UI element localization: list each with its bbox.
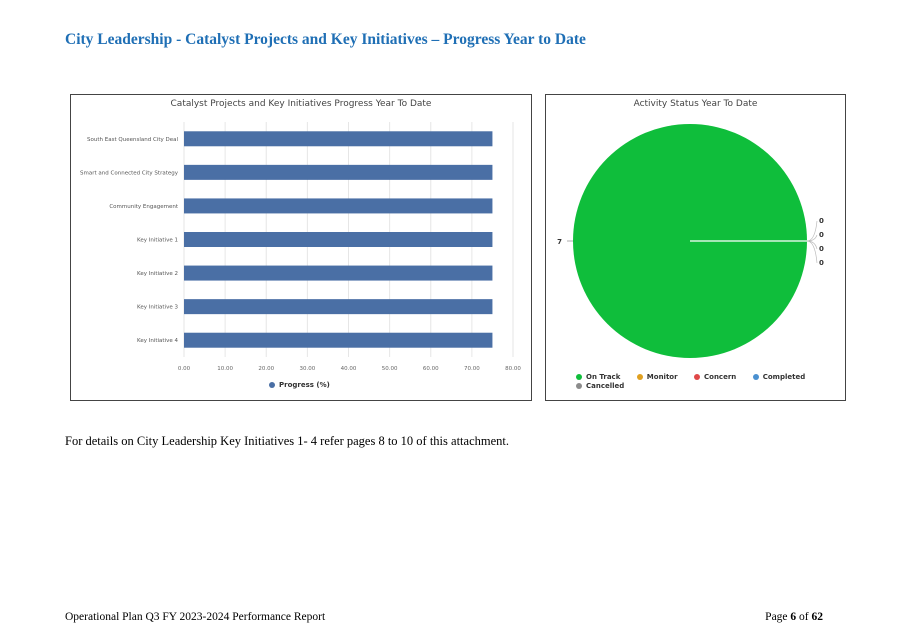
progress-bar — [184, 198, 493, 214]
y-category-label: Key Initiative 2 — [137, 271, 178, 277]
progress-bar — [184, 265, 493, 281]
progress-bar-chart-panel: Catalyst Projects and Key Initiatives Pr… — [70, 94, 532, 401]
footer-page-number: Page 6 of 62 — [765, 611, 823, 623]
y-category-label: Smart and Connected City Strategy — [80, 170, 179, 176]
x-tick-label: 60.00 — [423, 366, 439, 372]
progress-bar-chart: 0.00 10.00 20.00 30.00 40.00 50.00 60.00 70.00 8… — [80, 122, 521, 372]
y-category-label: Key Initiative 4 — [137, 338, 178, 344]
x-tick-label: 70.00 — [464, 366, 480, 372]
progress-bar — [184, 299, 493, 315]
legend-item-cancelled: Cancelled — [576, 382, 624, 390]
data-label-monitor: 0 — [819, 217, 824, 225]
x-tick-label: 80.00 — [505, 366, 521, 372]
progress-bar — [184, 164, 493, 180]
legend-swatch-progress — [269, 382, 275, 388]
progress-bar — [184, 232, 493, 247]
data-label-cancelled: 0 — [819, 259, 824, 267]
y-category-label: Key Initiative 3 — [137, 305, 178, 311]
progress-bar — [184, 131, 493, 147]
data-label-connector — [806, 240, 818, 264]
data-label-completed: 0 — [819, 245, 824, 253]
bar-chart-legend: Progress (%) — [269, 381, 330, 389]
legend-item-on-track: On Track — [576, 373, 620, 381]
y-category-label: Key Initiative 1 — [137, 238, 178, 244]
data-label-on-track: 7 — [557, 238, 562, 246]
legend-label-progress: Progress (%) — [279, 381, 330, 389]
x-tick-label: 0.00 — [178, 366, 191, 372]
activity-status-pie-panel: Activity Status Year To Date 7 0 0 0 0 On Tr… — [545, 94, 846, 401]
bar-chart-title: Catalyst Projects and Key Initiatives Pr… — [170, 99, 432, 109]
x-tick-label: 30.00 — [300, 366, 316, 372]
y-category-label: Community Engagement — [109, 204, 179, 210]
legend-item-completed: Completed — [752, 373, 805, 381]
pie-chart-title: Activity Status Year To Date — [633, 99, 758, 109]
page-heading: City Leadership - Catalyst Projects and … — [65, 31, 586, 48]
pie-chart-legend: On Track Monitor Concern Completed — [576, 373, 819, 381]
data-label-connector — [806, 240, 818, 250]
footer-report-title: Operational Plan Q3 FY 2023-2024 Perform… — [65, 611, 326, 623]
legend-item-monitor: Monitor — [636, 373, 678, 381]
x-tick-label: 20.00 — [258, 366, 274, 372]
pie-chart-legend-row-2: Cancelled — [576, 382, 624, 390]
activity-status-pie-chart: 7 0 0 0 0 — [557, 124, 824, 358]
details-note: For details on City Leadership Key Initi… — [65, 434, 509, 448]
data-label-concern: 0 — [819, 231, 824, 239]
y-category-label: South East Queensland City Deal — [87, 137, 178, 143]
x-tick-label: 10.00 — [217, 366, 233, 372]
x-tick-label: 50.00 — [382, 366, 398, 372]
x-tick-label: 40.00 — [341, 366, 357, 372]
progress-bar — [184, 332, 493, 348]
legend-item-concern: Concern — [694, 373, 736, 381]
